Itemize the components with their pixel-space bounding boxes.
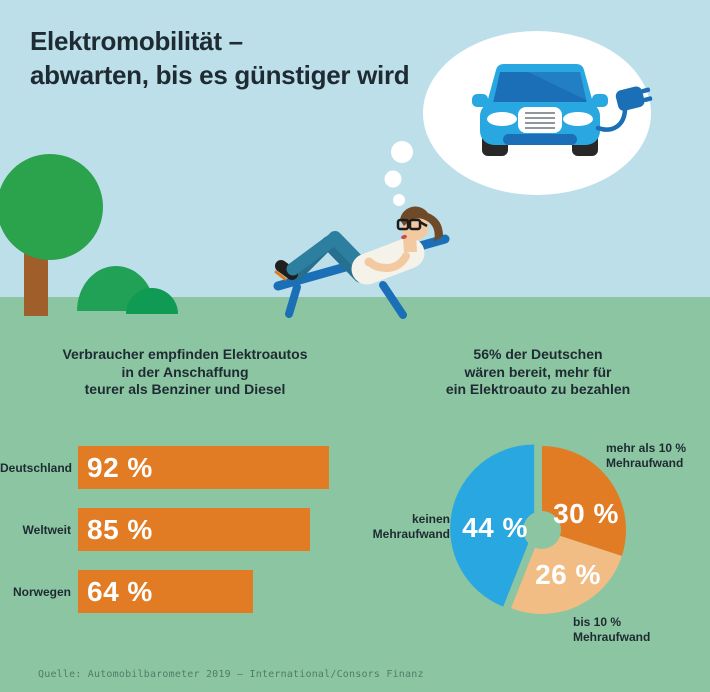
electric-car-icon	[472, 64, 653, 156]
bar: 85 %	[78, 508, 310, 551]
bar-chart-title-line: Verbraucher empfinden Elektroautos	[62, 346, 308, 362]
car-headlight-icon	[487, 112, 517, 126]
pie-chart: 30 % 26 %44 %	[450, 444, 626, 614]
pie-chart-title-line: ein Elektroauto zu bezahlen	[445, 381, 631, 397]
pie-label-keinen: keinen Mehraufwand	[340, 512, 450, 542]
glasses-icon	[396, 218, 428, 231]
mouth	[401, 234, 407, 240]
bar-row: Weltweit 85 %	[0, 508, 370, 551]
pie-chart-title-line: wären bereit, mehr für	[464, 363, 612, 380]
pie-label-line: Mehraufwand	[573, 630, 651, 644]
scene-illustration	[0, 31, 710, 345]
pie-label-mehr-als-10: mehr als 10 % Mehraufwand	[606, 441, 686, 471]
bar: 64 %	[78, 570, 253, 613]
pie-slice	[450, 444, 535, 607]
pie-label-line: keinen	[411, 512, 450, 526]
pie-donut-hole	[523, 511, 561, 549]
pie-label-line: Mehraufwand	[606, 456, 684, 470]
pie-value-label: 30 %	[553, 498, 619, 529]
charging-plug-icon	[615, 86, 653, 111]
page-title-line-2: abwarten, bis es günstiger wird	[30, 60, 410, 90]
pie-slice	[511, 530, 622, 614]
pie-label-line: mehr als 10 %	[606, 441, 687, 455]
page-title-line-1: Elektromobilität –	[30, 26, 243, 56]
bar-category-label: Weltweit	[22, 522, 71, 537]
tree-icon	[0, 154, 103, 316]
pie-chart-title-line: 56% der Deutschen	[473, 346, 603, 362]
bush-small-icon	[126, 288, 178, 314]
car-grille-icon	[518, 107, 562, 133]
page-title: Elektromobilität – abwarten, bis es güns…	[30, 24, 410, 92]
pie-slice	[542, 446, 626, 556]
pie-chart-title: 56% der Deutschen wären bereit, mehr für…	[380, 346, 696, 399]
bar-value-label: 64 %	[87, 575, 153, 607]
pie-value-label: 26 %	[535, 559, 601, 590]
bar-value-label: 92 %	[87, 451, 153, 483]
bar-category-label: Norwegen	[12, 584, 71, 599]
bar-row: Norwegen 64 %	[0, 570, 370, 613]
bar-chart: Deutschland 92 % Weltweit 85 % Norwegen 64 %	[0, 446, 370, 632]
bar-category-label: Deutschland	[0, 460, 73, 475]
arm	[367, 252, 410, 273]
pie-label-line: bis 10 %	[573, 615, 622, 629]
pie-label-bis-10: bis 10 % Mehraufwand	[573, 615, 650, 645]
bar-row: Deutschland 92 %	[0, 446, 370, 489]
charging-cable-icon	[595, 107, 628, 132]
hair	[400, 206, 443, 242]
bar: 92 %	[78, 446, 329, 489]
bar-value-label: 85 %	[87, 513, 153, 545]
pie-label-line: Mehraufwand	[372, 527, 450, 541]
source-note: Quelle: Automobilbarometer 2019 – Intern…	[38, 669, 424, 680]
pie-value-label: 44 %	[462, 512, 528, 543]
car-headlight-icon	[563, 112, 593, 126]
bar-chart-title: Verbraucher empfinden Elektroautos in de…	[20, 346, 350, 399]
bar-chart-title-line: in der Anschaffung	[121, 363, 249, 380]
bar-chart-title-line: teurer als Benziner und Diesel	[84, 381, 286, 397]
person-on-lounger-icon	[274, 206, 443, 285]
